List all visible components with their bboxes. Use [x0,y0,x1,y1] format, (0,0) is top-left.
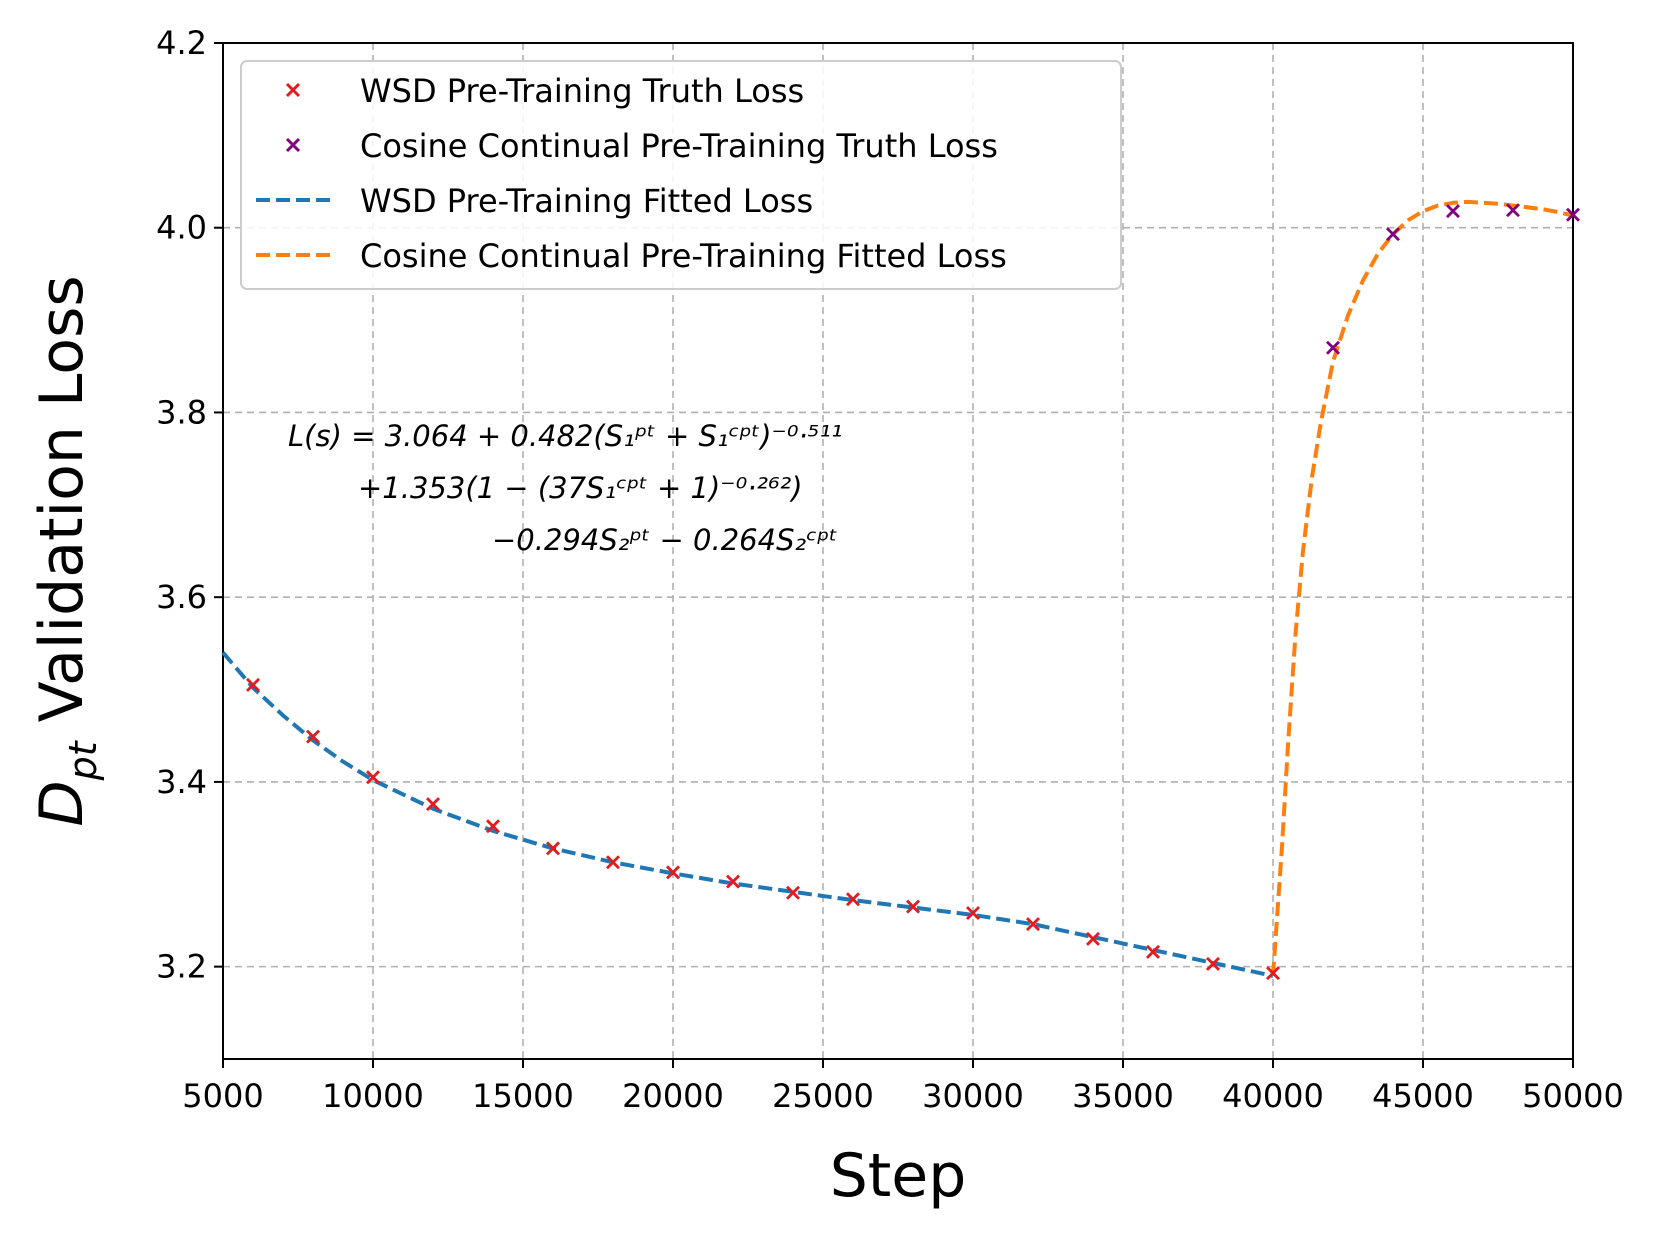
data-point-wsd-truth [1206,956,1220,971]
legend-label-wsd-fitted: WSD Pre-Training Fitted Loss [360,182,813,220]
marker-stroke [366,770,380,785]
x-tick-label: 20000 [622,1077,724,1115]
fit-equation-line-1: L(s) = 3.064 + 0.482(S₁ᵖᵗ + S₁ᶜᵖᵗ)⁻⁰·⁵¹¹ [288,419,843,453]
data-point-cosine-truth [1386,227,1400,242]
data-point-wsd-truth [906,899,920,914]
y-tick-label: 3.4 [156,763,207,801]
y-axis-title-subscript: pt [61,739,105,781]
x-tick-label: 45000 [1372,1077,1474,1115]
x-tick-label: 30000 [922,1077,1024,1115]
data-point-wsd-truth [426,797,440,812]
x-tick-label: 35000 [1072,1077,1174,1115]
legend-label-cosine-fitted: Cosine Continual Pre-Training Fitted Los… [360,237,1007,275]
marker-stroke [1386,227,1400,242]
marker-stroke [486,819,500,834]
y-tick-label: 3.8 [156,393,207,431]
marker-stroke [1566,207,1580,222]
y-tick-label: 4.2 [156,24,207,62]
marker-stroke [306,729,320,744]
data-point-wsd-truth [366,770,380,785]
marker-stroke [1326,340,1340,355]
marker-stroke [1086,931,1100,946]
marker-stroke [966,906,980,921]
marker-stroke [666,865,680,880]
legend-entry-wsd-fitted: WSD Pre-Training Fitted Loss [256,182,813,220]
series-layer [221,199,1580,981]
y-axis-title-rest: Validation Loss [27,275,97,741]
x-tick-label: 10000 [322,1077,424,1115]
x-axis-ticks: 5000 10000 15000 20000 25000 30000 35000 40000 4… [182,1059,1624,1115]
data-point-wsd-truth [846,892,860,907]
x-tick-label: 25000 [772,1077,874,1115]
fit-equation-line-2: +1.353(1 − (37S₁ᶜᵖᵗ + 1)⁻⁰·²⁶²) [358,471,803,505]
marker-stroke [606,855,620,870]
data-point-cosine-truth [1506,203,1520,218]
data-point-cosine-truth [1566,207,1580,222]
marker-stroke [1026,917,1040,932]
plot-area-frame [222,42,1574,1060]
data-point-wsd-truth [306,729,320,744]
marker-stroke [906,899,920,914]
x-tick-label: 5000 [182,1077,263,1115]
marker-stroke [786,885,800,900]
marker-stroke [1266,966,1280,981]
marker-stroke [1506,203,1520,218]
legend-label-wsd-truth: WSD Pre-Training Truth Loss [360,72,804,110]
marker-stroke [1446,204,1460,219]
x-axis-title: Step [830,1141,967,1211]
series-line-cosine-fitted [1271,199,1574,977]
fit-equation-annotation: L(s) = 3.064 + 0.482(S₁ᵖᵗ + S₁ᶜᵖᵗ)⁻⁰·⁵¹¹… [288,419,843,557]
data-point-wsd-truth [1086,931,1100,946]
legend: WSD Pre-Training Truth Loss Cosine Conti… [240,60,1122,290]
x-tick-label: 50000 [1522,1077,1624,1115]
marker-stroke [546,841,560,856]
fit-equation-line-3: −0.294S₂ᵖᵗ − 0.264S₂ᶜᵖᵗ [492,523,838,557]
marker-stroke [426,797,440,812]
legend-entry-wsd-truth: WSD Pre-Training Truth Loss [285,72,804,110]
marker-stroke [1146,944,1160,959]
data-point-cosine-truth [1326,340,1340,355]
legend-entry-cosine-truth: Cosine Continual Pre-Training Truth Loss [285,127,998,165]
data-point-wsd-truth [1266,966,1280,981]
legend-entry-cosine-fitted: Cosine Continual Pre-Training Fitted Los… [256,237,1007,275]
y-tick-label: 3.6 [156,578,207,616]
y-tick-label: 4.0 [156,209,207,247]
legend-box [240,60,1122,290]
data-point-wsd-truth [666,865,680,880]
marker-stroke [1206,956,1220,971]
data-point-wsd-truth [1146,944,1160,959]
data-point-wsd-truth [486,819,500,834]
legend-label-cosine-truth: Cosine Continual Pre-Training Truth Loss [360,127,998,165]
data-point-wsd-truth [786,885,800,900]
data-point-cosine-truth [1446,204,1460,219]
data-point-wsd-truth [606,855,620,870]
data-point-wsd-truth [1026,917,1040,932]
legend-marker-wsd-truth [285,82,301,98]
data-point-wsd-truth [246,677,260,692]
marker-stroke [246,677,260,692]
y-axis-ticks: 3.2 3.4 3.6 3.8 4.0 4.2 [156,24,223,986]
y-axis-title-main: D [27,780,97,826]
y-axis-title: Dpt Validation Loss [27,275,105,826]
data-point-wsd-truth [726,874,740,889]
data-point-wsd-truth [966,906,980,921]
y-tick-label: 3.2 [156,948,207,986]
legend-marker-cosine-truth [285,137,301,153]
x-tick-label: 15000 [472,1077,574,1115]
data-point-wsd-truth [546,841,560,856]
x-tick-label: 40000 [1222,1077,1324,1115]
marker-stroke [726,874,740,889]
marker-stroke [846,892,860,907]
